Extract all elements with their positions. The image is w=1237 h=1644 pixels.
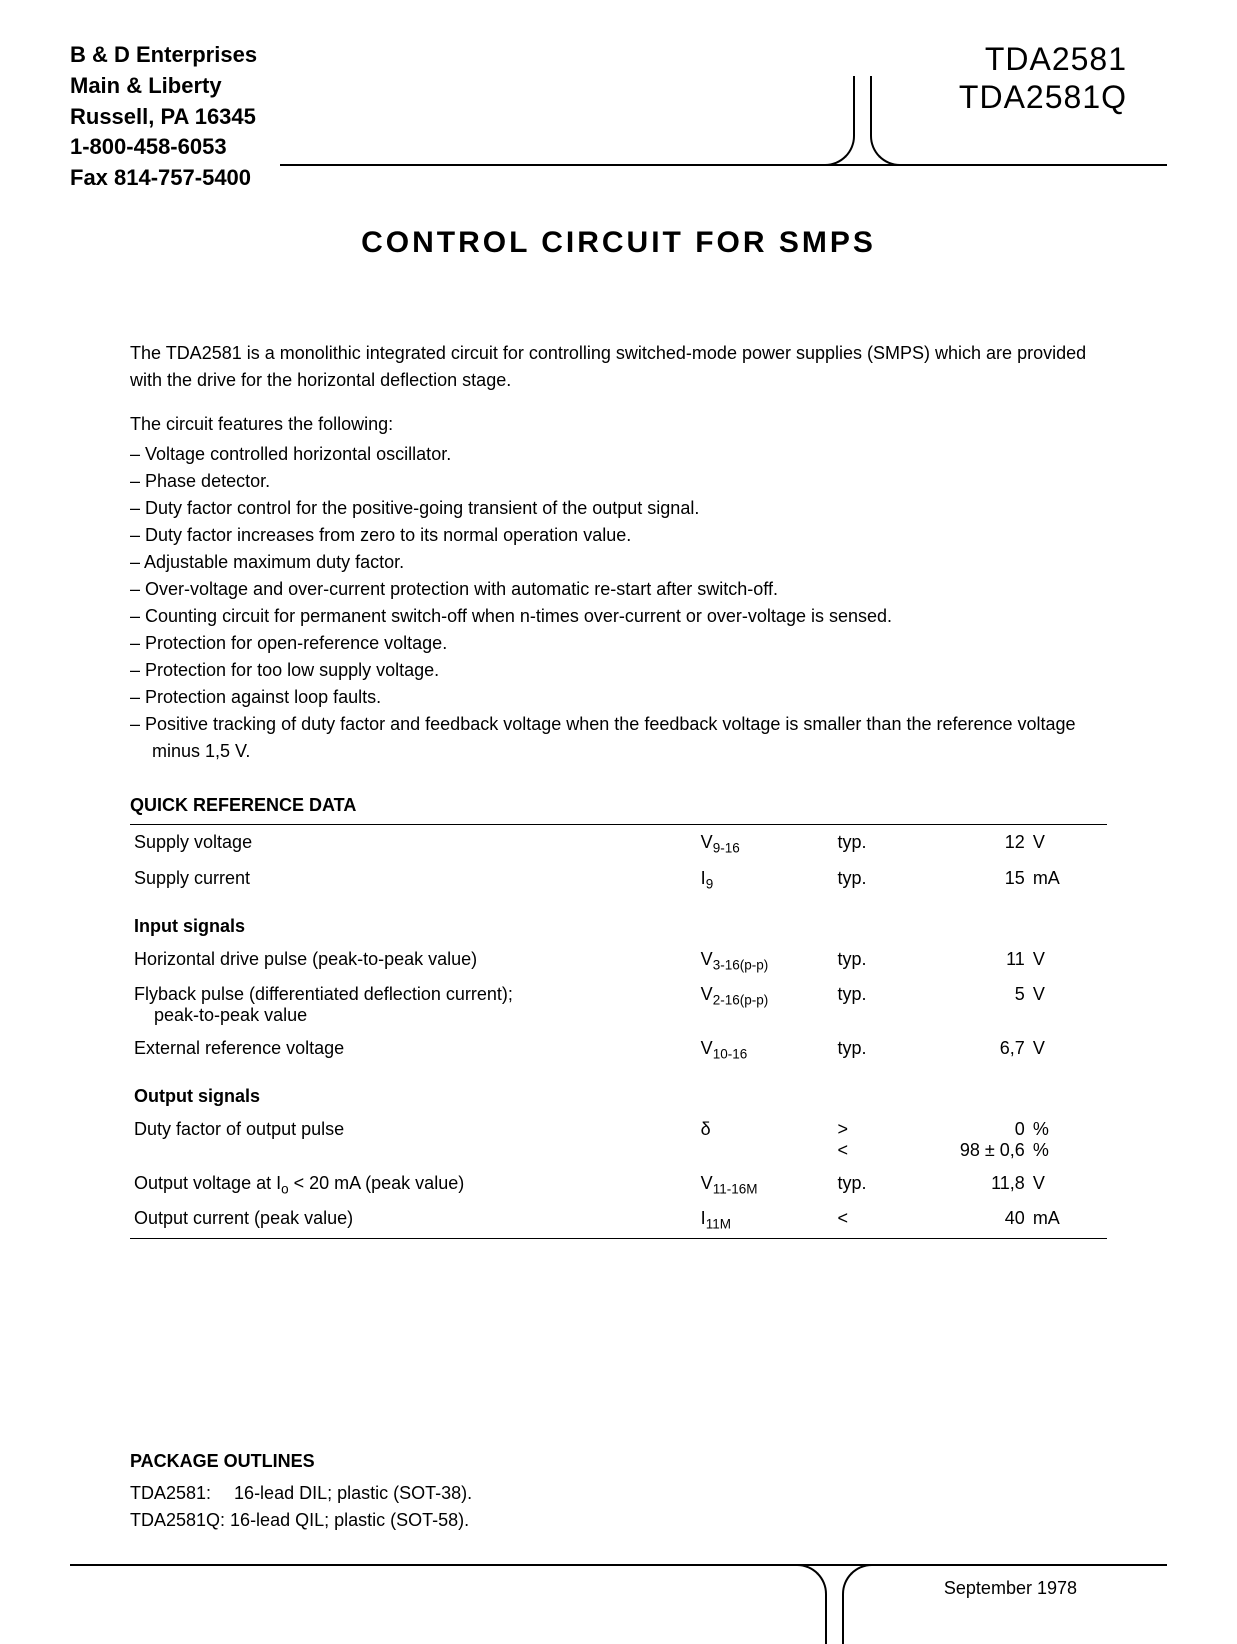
symbol-cell: V10-16 [697,1032,834,1068]
footer-tab-curve-right [842,1564,882,1644]
header-rule-container [280,164,1167,166]
symbol-cell: I9 [697,862,834,898]
content: The TDA2581 is a monolithic integrated c… [70,340,1167,1241]
param-cell: Duty factor of output pulse [130,1113,697,1167]
value-cell: 12 [902,826,1029,862]
unit-cell: mA [1029,1202,1107,1238]
company-phone: 1-800-458-6053 [70,132,257,163]
unit-cell: %% [1029,1113,1107,1167]
value-cell: 11 [902,943,1029,979]
param-cell: Output voltage at Io < 20 mA (peak value… [130,1167,697,1203]
company-block: B & D Enterprises Main & Liberty Russell… [70,40,257,194]
unit-cell: V [1029,978,1107,1032]
feature-item: Protection against loop faults. [130,684,1107,711]
package-section: PACKAGE OUTLINES TDA2581: 16-lead DIL; p… [70,1451,1167,1534]
footer-rule [70,1564,1167,1566]
company-fax: Fax 814-757-5400 [70,163,257,194]
qr-table: Supply voltage V9-16 typ. 12 V Supply cu… [130,824,1107,1241]
value-cell: 40 [902,1202,1029,1238]
typ-cell: typ. [833,1167,901,1203]
value-cell: 098 ± 0,6 [902,1113,1029,1167]
unit-cell: V [1029,943,1107,979]
param-cell: Output current (peak value) [130,1202,697,1238]
feature-item: Counting circuit for permanent switch-of… [130,603,1107,630]
typ-cell: typ. [833,943,901,979]
unit-cell: V [1029,1032,1107,1068]
company-addr1: Main & Liberty [70,71,257,102]
feature-item: Voltage controlled horizontal oscillator… [130,441,1107,468]
table-row: Supply current I9 typ. 15 mA [130,862,1107,898]
qr-heading: QUICK REFERENCE DATA [130,795,1107,816]
symbol-cell: V9-16 [697,826,834,862]
package-line: TDA2581: 16-lead DIL; plastic (SOT-38). [130,1480,1107,1507]
typ-cell: typ. [833,978,901,1032]
unit-cell: mA [1029,862,1107,898]
feature-item: Protection for open-reference voltage. [130,630,1107,657]
feature-item: Over-voltage and over-current protection… [130,576,1107,603]
header-rule [280,164,1167,166]
unit-cell: V [1029,826,1107,862]
feature-item: Duty factor control for the positive-goi… [130,495,1107,522]
company-addr2: Russell, PA 16345 [70,102,257,133]
symbol-cell: V11-16M [697,1167,834,1203]
table-row: Duty factor of output pulse δ >< 098 ± 0… [130,1113,1107,1167]
typ-cell: < [833,1202,901,1238]
footer-date: September 1978 [944,1578,1077,1599]
table-group-heading: Input signals [130,898,1107,943]
footer-rule-container: September 1978 [70,1564,1167,1566]
symbol-cell: V2-16(p-p) [697,978,834,1032]
typ-cell: typ. [833,1032,901,1068]
param-cell: Flyback pulse (differentiated deflection… [130,978,697,1032]
value-cell: 5 [902,978,1029,1032]
table-row: Flyback pulse (differentiated deflection… [130,978,1107,1032]
package-line: TDA2581Q: 16-lead QIL; plastic (SOT-58). [130,1507,1107,1534]
table-row: Horizontal drive pulse (peak-to-peak val… [130,943,1107,979]
package-heading: PACKAGE OUTLINES [130,1451,1107,1472]
table-row: Output voltage at Io < 20 mA (peak value… [130,1167,1107,1203]
footer-tab-curve-left [787,1564,827,1644]
param-cell: External reference voltage [130,1032,697,1068]
param-cell: Supply current [130,862,697,898]
table-row: External reference voltage V10-16 typ. 6… [130,1032,1107,1068]
features-list: Voltage controlled horizontal oscillator… [130,441,1107,765]
feature-item: Duty factor increases from zero to its n… [130,522,1107,549]
feature-item: Phase detector. [130,468,1107,495]
typ-cell: typ. [833,862,901,898]
value-cell: 15 [902,862,1029,898]
feature-item: Adjustable maximum duty factor. [130,549,1107,576]
header-tab-curve-left [815,76,855,166]
symbol-cell: δ [697,1113,834,1167]
value-cell: 11,8 [902,1167,1029,1203]
part-number-2: TDA2581Q [959,78,1127,116]
value-cell: 6,7 [902,1032,1029,1068]
part-block: TDA2581 TDA2581Q [959,40,1167,117]
typ-cell: >< [833,1113,901,1167]
table-group-heading: Output signals [130,1068,1107,1113]
feature-item: Positive tracking of duty factor and fee… [130,711,1107,765]
header-row: B & D Enterprises Main & Liberty Russell… [70,40,1167,194]
page-title: CONTROL CIRCUIT FOR SMPS [70,226,1167,260]
param-cell: Horizontal drive pulse (peak-to-peak val… [130,943,697,979]
part-number-1: TDA2581 [959,40,1127,78]
symbol-cell: V3-16(p-p) [697,943,834,979]
header-tab-curve-right [870,76,910,166]
intro-paragraph: The TDA2581 is a monolithic integrated c… [130,340,1107,394]
param-cell: Supply voltage [130,826,697,862]
feature-item: Protection for too low supply voltage. [130,657,1107,684]
features-lead: The circuit features the following: [130,414,1107,435]
typ-cell: typ. [833,826,901,862]
table-rule [130,1239,1107,1241]
unit-cell: V [1029,1167,1107,1203]
company-name: B & D Enterprises [70,40,257,71]
table-row: Supply voltage V9-16 typ. 12 V [130,826,1107,862]
symbol-cell: I11M [697,1202,834,1238]
table-row: Output current (peak value) I11M < 40 mA [130,1202,1107,1238]
